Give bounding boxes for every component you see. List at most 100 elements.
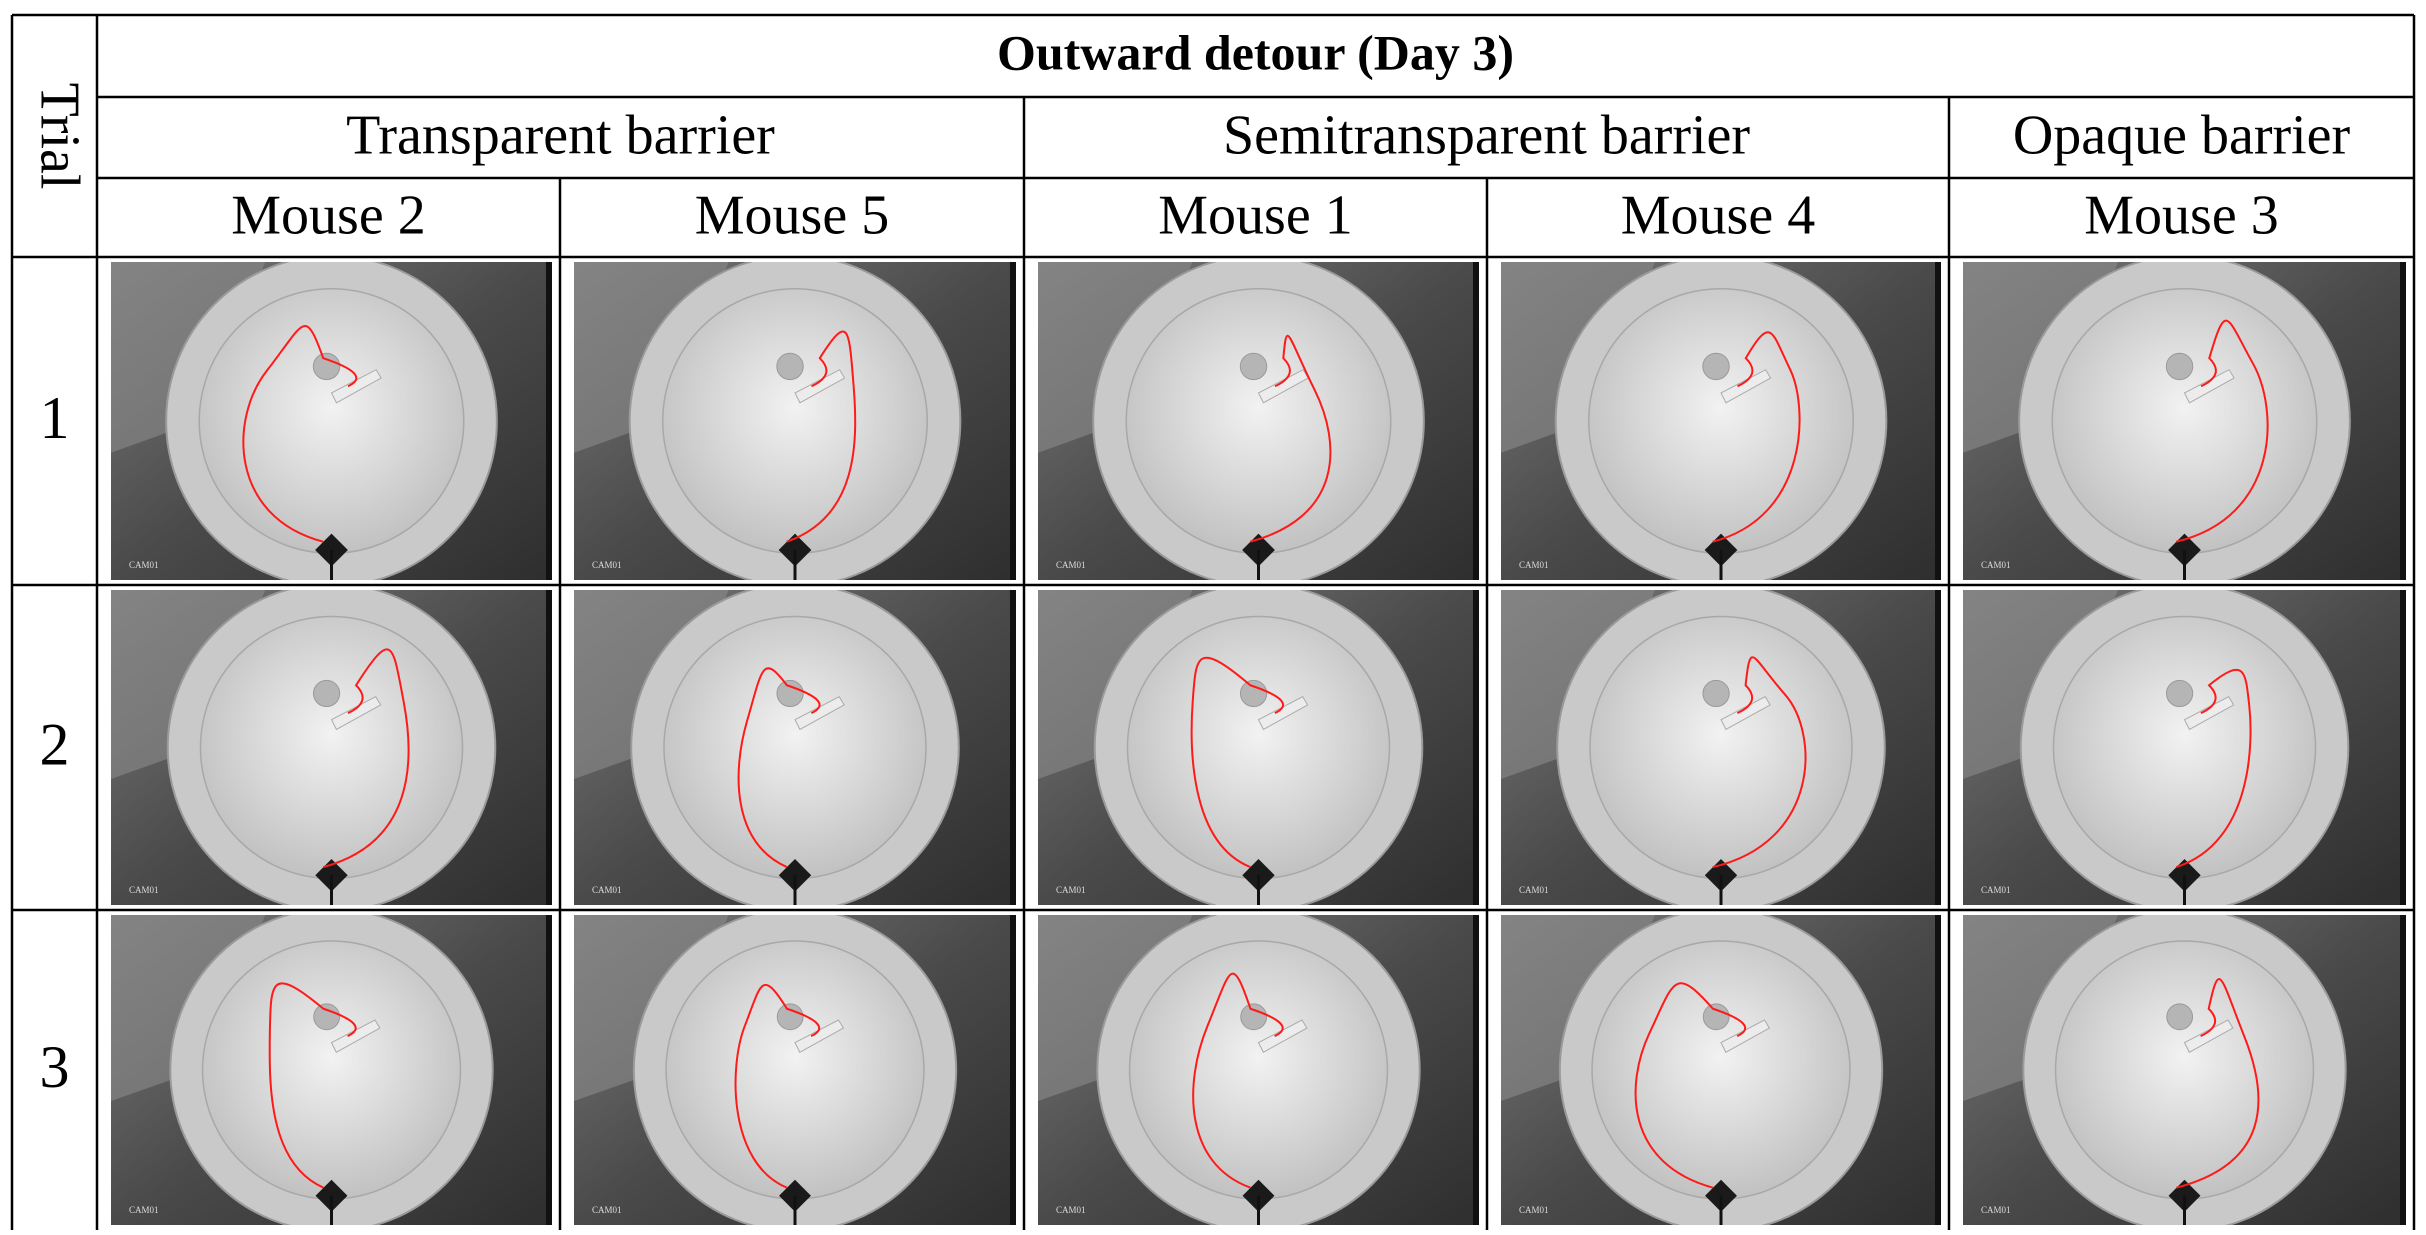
mouse-trajectory bbox=[242, 325, 358, 543]
barrier bbox=[794, 1019, 845, 1053]
mouse-trajectory bbox=[2176, 668, 2252, 869]
arena-photo: CAM01 bbox=[1038, 262, 1479, 580]
goal-cup bbox=[2165, 352, 2194, 381]
goal-cup bbox=[2166, 1003, 2194, 1031]
arena-floor bbox=[1125, 287, 1392, 555]
barrier bbox=[1257, 696, 1309, 731]
goal-cup bbox=[1702, 1003, 1730, 1031]
mouse-label: Mouse 4 bbox=[1621, 184, 1815, 246]
mouse-trajectory bbox=[1712, 656, 1807, 869]
goal-cup bbox=[1239, 352, 1268, 381]
camera-label: CAM01 bbox=[1519, 885, 1549, 895]
image-edge bbox=[2400, 590, 2406, 905]
camera-label: CAM01 bbox=[1056, 1205, 1086, 1215]
mouse-trajectory bbox=[786, 330, 857, 543]
arena-photo: CAM01 bbox=[1963, 915, 2406, 1225]
photo-content: CAM01 bbox=[111, 915, 552, 1225]
group-label: Semitransparent barrier bbox=[1223, 104, 1750, 166]
goal-cup bbox=[1240, 1003, 1268, 1031]
photo-content: CAM01 bbox=[1963, 262, 2406, 580]
camera-label: CAM01 bbox=[1519, 1205, 1549, 1215]
photo-content: CAM01 bbox=[1038, 915, 1479, 1225]
mouse-label: Mouse 3 bbox=[2084, 184, 2278, 246]
goal-cup bbox=[1702, 679, 1730, 708]
mouse-trajectory bbox=[737, 667, 821, 868]
photo-content: CAM01 bbox=[1501, 590, 1941, 905]
image-edge bbox=[2400, 262, 2406, 580]
photo-content: CAM01 bbox=[1501, 915, 1941, 1225]
mouse-trajectory bbox=[1249, 334, 1332, 543]
image-edge bbox=[1010, 590, 1016, 905]
arena-photo: CAM01 bbox=[111, 590, 552, 905]
photo-content: CAM01 bbox=[111, 262, 552, 580]
goal-cup bbox=[312, 352, 341, 381]
arena-floor bbox=[665, 940, 925, 1200]
arena-photo: CAM01 bbox=[574, 915, 1016, 1225]
trial-label: 3 bbox=[40, 1034, 70, 1100]
barrier bbox=[330, 1019, 381, 1053]
arena-floor bbox=[2052, 615, 2317, 880]
barrier bbox=[1257, 1019, 1308, 1053]
photo-content: CAM01 bbox=[1963, 590, 2406, 905]
arena-photo: CAM01 bbox=[111, 262, 552, 580]
image-edge bbox=[1010, 915, 1016, 1225]
group-label: Opaque barrier bbox=[2013, 104, 2351, 166]
arena-floor bbox=[663, 615, 927, 880]
arena-floor bbox=[1587, 287, 1855, 555]
trial-label: 2 bbox=[40, 711, 70, 777]
arena-photo: CAM01 bbox=[1038, 915, 1479, 1225]
arena-photo: CAM01 bbox=[574, 262, 1016, 580]
arena-photo: CAM01 bbox=[1501, 915, 1941, 1225]
trial-label: 1 bbox=[40, 385, 70, 451]
arena-floor bbox=[1589, 615, 1853, 880]
photo-content: CAM01 bbox=[1038, 262, 1479, 580]
arena-photo: CAM01 bbox=[1501, 590, 1941, 905]
camera-label: CAM01 bbox=[1056, 885, 1086, 895]
mouse-trajectory bbox=[1192, 972, 1284, 1189]
goal-cup bbox=[776, 352, 804, 381]
photo-content: CAM01 bbox=[1038, 590, 1479, 905]
goal-cup bbox=[2165, 679, 2194, 708]
mouse-label: Mouse 1 bbox=[1158, 184, 1352, 246]
mouse-label: Mouse 2 bbox=[231, 184, 425, 246]
arena-floor bbox=[2054, 940, 2315, 1200]
image-edge bbox=[546, 915, 552, 1225]
row-label: Trial bbox=[29, 83, 91, 190]
arena-photo: CAM01 bbox=[111, 915, 552, 1225]
image-edge bbox=[1935, 590, 1941, 905]
barrier bbox=[794, 696, 845, 731]
camera-label: CAM01 bbox=[1056, 560, 1086, 570]
image-edge bbox=[1473, 262, 1479, 580]
photo-content: CAM01 bbox=[574, 915, 1016, 1225]
camera-label: CAM01 bbox=[592, 560, 622, 570]
image-edge bbox=[546, 262, 552, 580]
arena-photo: CAM01 bbox=[1501, 262, 1941, 580]
arena-floor bbox=[1126, 615, 1391, 880]
arena-floor bbox=[661, 287, 929, 555]
image-edge bbox=[1010, 262, 1016, 580]
photo-content: CAM01 bbox=[1963, 915, 2406, 1225]
mouse-trajectory bbox=[1712, 331, 1801, 543]
table-title: Outward detour (Day 3) bbox=[997, 24, 1514, 80]
mouse-label: Mouse 5 bbox=[695, 184, 889, 246]
camera-label: CAM01 bbox=[592, 1205, 622, 1215]
camera-label: CAM01 bbox=[1519, 560, 1549, 570]
image-edge bbox=[2400, 915, 2406, 1225]
arena-floor bbox=[201, 940, 462, 1200]
image-edge bbox=[546, 590, 552, 905]
camera-label: CAM01 bbox=[129, 885, 159, 895]
arena-floor bbox=[198, 287, 465, 555]
arena-floor bbox=[1128, 940, 1389, 1200]
photo-content: CAM01 bbox=[111, 590, 552, 905]
barrier bbox=[1720, 1019, 1771, 1053]
image-edge bbox=[1935, 262, 1941, 580]
barrier bbox=[330, 369, 382, 404]
goal-cup bbox=[1239, 679, 1268, 708]
image-edge bbox=[1473, 590, 1479, 905]
photo-content: CAM01 bbox=[574, 590, 1016, 905]
group-label: Transparent barrier bbox=[346, 104, 775, 166]
goal-cup bbox=[313, 1003, 341, 1031]
goal-cup bbox=[312, 679, 341, 708]
